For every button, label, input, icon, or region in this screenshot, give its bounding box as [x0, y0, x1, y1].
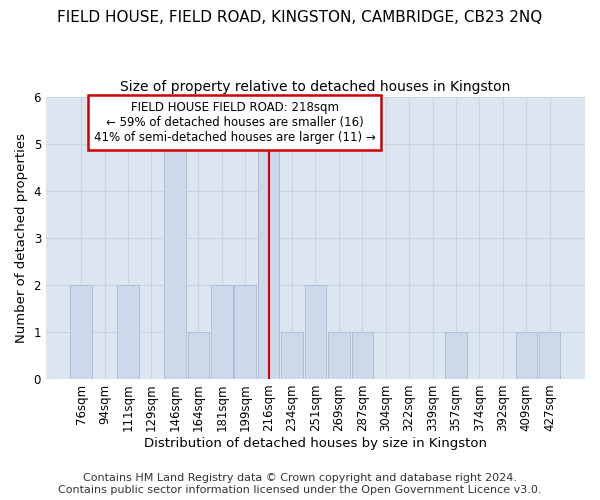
Text: FIELD HOUSE, FIELD ROAD, KINGSTON, CAMBRIDGE, CB23 2NQ: FIELD HOUSE, FIELD ROAD, KINGSTON, CAMBR…	[58, 10, 542, 25]
Bar	[281, 332, 303, 379]
Bar	[188, 332, 209, 379]
Text: FIELD HOUSE FIELD ROAD: 218sqm
← 59% of detached houses are smaller (16)
41% of : FIELD HOUSE FIELD ROAD: 218sqm ← 59% of …	[94, 101, 376, 144]
Bar	[352, 332, 373, 379]
X-axis label: Distribution of detached houses by size in Kingston: Distribution of detached houses by size …	[144, 437, 487, 450]
Y-axis label: Number of detached properties: Number of detached properties	[15, 133, 28, 343]
Bar	[445, 332, 467, 379]
Bar	[164, 144, 185, 379]
Bar	[539, 332, 560, 379]
Bar	[70, 285, 92, 379]
Bar	[211, 285, 233, 379]
Title: Size of property relative to detached houses in Kingston: Size of property relative to detached ho…	[120, 80, 511, 94]
Bar	[235, 285, 256, 379]
Bar	[305, 285, 326, 379]
Bar	[258, 144, 280, 379]
Text: Contains HM Land Registry data © Crown copyright and database right 2024.
Contai: Contains HM Land Registry data © Crown c…	[58, 474, 542, 495]
Bar	[515, 332, 537, 379]
Bar	[117, 285, 139, 379]
Bar	[328, 332, 350, 379]
